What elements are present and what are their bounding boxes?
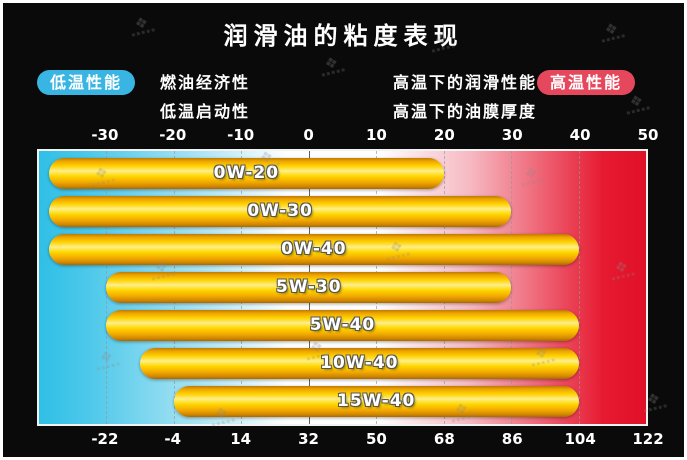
plot-area: 0W-20 0W-30 0W-40 5W-30 5W-40 10W-40 15W-40 xyxy=(39,151,646,424)
fuel-economy-label: 燃油经济性 xyxy=(160,73,251,92)
viscosity-bar: 0W-40 xyxy=(49,234,579,265)
viscosity-bar: 0W-20 xyxy=(49,158,444,189)
axis-tick-fahrenheit: 32 xyxy=(298,430,319,448)
axis-tick-fahrenheit: 68 xyxy=(433,430,455,448)
axis-tick-fahrenheit: -22 xyxy=(91,430,119,448)
axis-tick-celsius: 0 xyxy=(303,126,314,144)
bar-label: 0W-30 xyxy=(247,201,313,221)
axis-tick-celsius: -20 xyxy=(159,126,187,144)
axis-tick-fahrenheit: 104 xyxy=(564,430,596,448)
viscosity-chart: 0W-20 0W-30 0W-40 5W-30 5W-40 10W-40 15W-40 xyxy=(37,149,648,426)
low-temp-performance-badge: 低温性能 xyxy=(37,70,136,95)
page-title: 润滑油的粘度表现 xyxy=(223,22,464,50)
fahrenheit-axis: -22 -4 14 32 50 68 86 104 122 xyxy=(37,430,663,448)
axis-tick-fahrenheit: 14 xyxy=(230,430,252,448)
axis-tick-fahrenheit: -4 xyxy=(164,430,182,448)
bar-label: 0W-40 xyxy=(281,239,347,259)
bar-label: 0W-20 xyxy=(213,163,280,183)
axis-tick-fahrenheit: 50 xyxy=(366,430,387,448)
axis-tick-fahrenheit: 122 xyxy=(632,430,664,448)
watermark-logo: ❖ ▪▪▪▪▪ xyxy=(320,52,347,79)
bar-label: 15W-40 xyxy=(337,391,416,411)
axis-tick-celsius: -30 xyxy=(91,126,119,144)
high-temp-performance-badge: 高温性能 xyxy=(537,70,636,95)
gridline-dashed xyxy=(578,151,580,424)
viscosity-bar: 10W-40 xyxy=(140,348,579,379)
high-temp-lubrication-label: 高温下的润滑性能 xyxy=(393,73,538,92)
viscosity-bar: 5W-30 xyxy=(106,272,512,303)
axis-tick-celsius: 50 xyxy=(637,126,659,144)
axis-tick-celsius: -10 xyxy=(227,126,255,144)
bar-label: 5W-30 xyxy=(276,277,342,297)
watermark-logo: ❖ ▪▪▪▪▪ xyxy=(625,90,652,117)
gridline-dashed xyxy=(511,151,513,424)
viscosity-bar: 15W-40 xyxy=(173,386,579,417)
axis-tick-celsius: 40 xyxy=(569,126,591,144)
viscosity-bar: 5W-40 xyxy=(106,310,579,341)
viscosity-bar: 0W-30 xyxy=(49,196,512,227)
axis-tick-celsius: 10 xyxy=(366,126,387,144)
axis-tick-celsius: 20 xyxy=(433,126,455,144)
celsius-axis: -30 -20 -10 0 10 20 30 40 50 xyxy=(37,126,658,144)
bar-label: 5W-40 xyxy=(309,315,376,335)
cold-start-label: 低温启动性 xyxy=(160,102,251,121)
high-temp-film-thickness-label: 高温下的油膜厚度 xyxy=(393,102,538,121)
bar-label: 10W-40 xyxy=(320,353,399,373)
axis-tick-fahrenheit: 86 xyxy=(501,430,523,448)
axis-tick-celsius: 30 xyxy=(501,126,523,144)
